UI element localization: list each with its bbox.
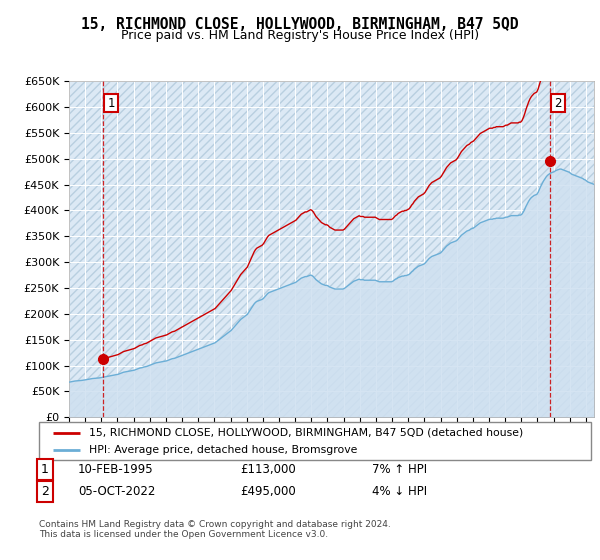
Text: 2: 2 [554,96,562,110]
Text: 4% ↓ HPI: 4% ↓ HPI [372,485,427,498]
Text: 05-OCT-2022: 05-OCT-2022 [78,485,155,498]
Text: 1: 1 [41,463,49,476]
FancyBboxPatch shape [39,422,591,460]
Text: 2: 2 [41,485,49,498]
Text: Contains HM Land Registry data © Crown copyright and database right 2024.
This d: Contains HM Land Registry data © Crown c… [39,520,391,539]
Text: 7% ↑ HPI: 7% ↑ HPI [372,463,427,476]
Text: HPI: Average price, detached house, Bromsgrove: HPI: Average price, detached house, Brom… [89,445,357,455]
Text: £495,000: £495,000 [240,485,296,498]
Text: 15, RICHMOND CLOSE, HOLLYWOOD, BIRMINGHAM, B47 5QD: 15, RICHMOND CLOSE, HOLLYWOOD, BIRMINGHA… [81,17,519,32]
Text: Price paid vs. HM Land Registry's House Price Index (HPI): Price paid vs. HM Land Registry's House … [121,29,479,42]
Text: 1: 1 [107,96,115,110]
Text: 15, RICHMOND CLOSE, HOLLYWOOD, BIRMINGHAM, B47 5QD (detached house): 15, RICHMOND CLOSE, HOLLYWOOD, BIRMINGHA… [89,427,523,437]
Text: £113,000: £113,000 [240,463,296,476]
Text: 10-FEB-1995: 10-FEB-1995 [78,463,154,476]
